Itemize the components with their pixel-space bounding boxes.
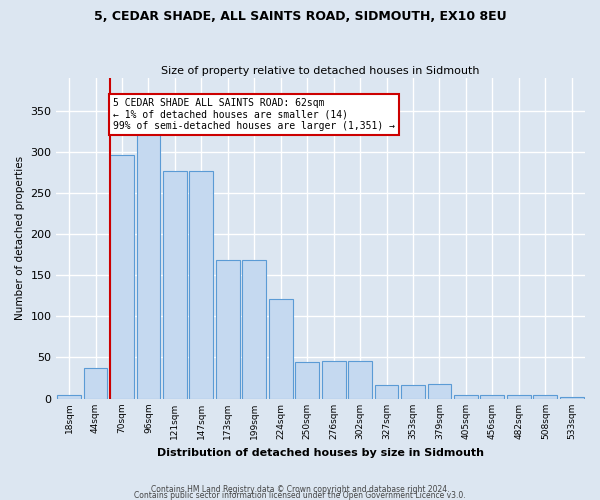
Text: 5 CEDAR SHADE ALL SAINTS ROAD: 62sqm
← 1% of detached houses are smaller (14)
99: 5 CEDAR SHADE ALL SAINTS ROAD: 62sqm ← 1…: [113, 98, 395, 132]
Bar: [533, 394, 557, 398]
Bar: [163, 170, 187, 398]
Bar: [137, 128, 160, 398]
Bar: [269, 299, 293, 398]
Bar: [322, 361, 346, 399]
Bar: [242, 260, 266, 398]
Bar: [83, 368, 107, 398]
Text: 5, CEDAR SHADE, ALL SAINTS ROAD, SIDMOUTH, EX10 8EU: 5, CEDAR SHADE, ALL SAINTS ROAD, SIDMOUT…: [94, 10, 506, 23]
Bar: [401, 386, 425, 398]
Bar: [454, 394, 478, 398]
Title: Size of property relative to detached houses in Sidmouth: Size of property relative to detached ho…: [161, 66, 479, 76]
Bar: [428, 384, 451, 398]
Bar: [374, 386, 398, 398]
Text: Contains HM Land Registry data © Crown copyright and database right 2024.: Contains HM Land Registry data © Crown c…: [151, 484, 449, 494]
Bar: [216, 260, 240, 398]
X-axis label: Distribution of detached houses by size in Sidmouth: Distribution of detached houses by size …: [157, 448, 484, 458]
Bar: [560, 397, 584, 398]
Bar: [507, 394, 531, 398]
Text: Contains public sector information licensed under the Open Government Licence v3: Contains public sector information licen…: [134, 490, 466, 500]
Bar: [481, 394, 505, 398]
Bar: [190, 170, 213, 398]
Bar: [110, 155, 134, 398]
Bar: [348, 361, 372, 399]
Bar: [295, 362, 319, 398]
Bar: [57, 394, 81, 398]
Y-axis label: Number of detached properties: Number of detached properties: [15, 156, 25, 320]
